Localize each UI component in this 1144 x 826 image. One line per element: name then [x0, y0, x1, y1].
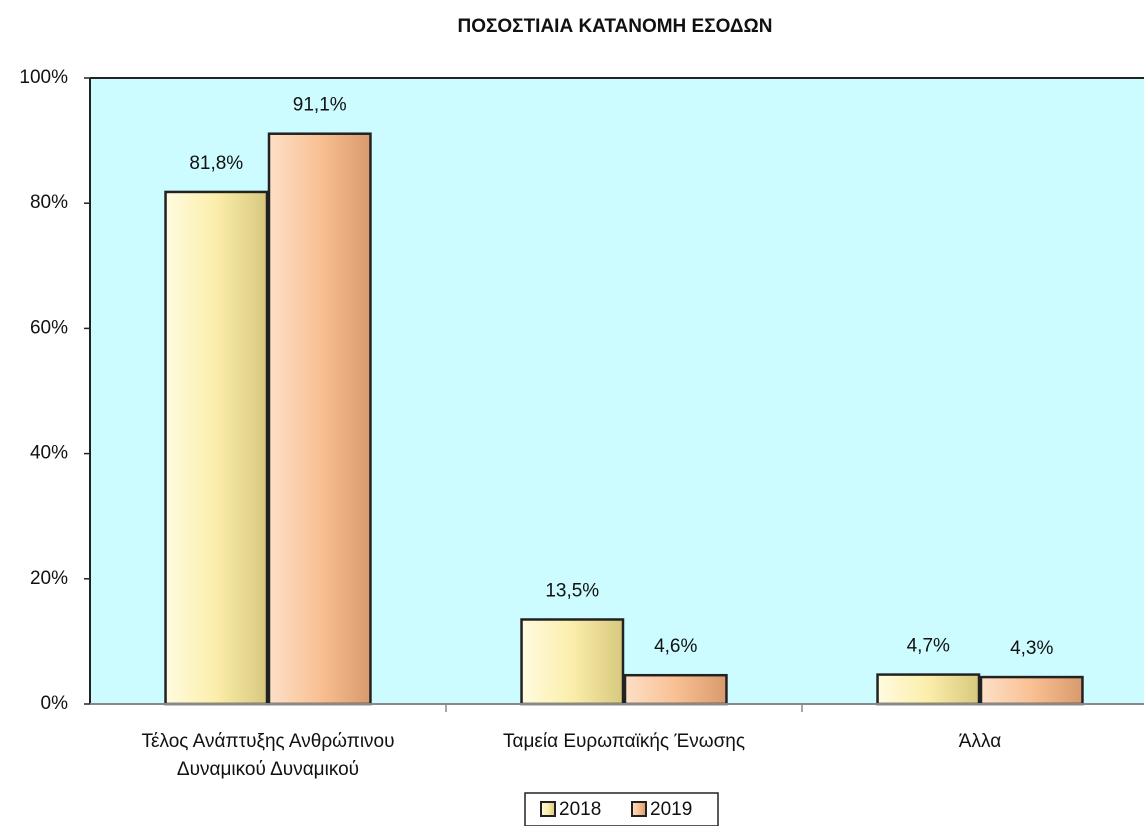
data-label: 4,7%: [907, 636, 950, 657]
bar: [623, 673, 728, 706]
bar: [164, 190, 269, 706]
bar: [979, 675, 1084, 706]
data-label: 13,5%: [545, 581, 599, 602]
y-tick-label: 20%: [30, 568, 68, 589]
bar: [520, 618, 625, 706]
data-label: 91,1%: [293, 95, 347, 116]
bar: [876, 673, 981, 706]
data-label: 4,6%: [654, 636, 697, 657]
data-label: 81,8%: [189, 153, 243, 174]
data-label: 4,3%: [1010, 638, 1053, 659]
legend-swatch: [540, 801, 556, 817]
y-tick-label: 60%: [30, 317, 68, 338]
x-tick-label: Ταμεία Ευρωπαϊκής Ένωσης: [502, 731, 746, 752]
x-tick-label: Άλλα: [958, 731, 1002, 752]
y-tick-label: 0%: [41, 693, 69, 714]
legend-label: 2019: [650, 799, 692, 820]
legend-swatch: [631, 801, 647, 817]
chart-title: ΠΟΣΟΣΤΙΑΙΑ ΚΑΤΑΝΟΜΗ ΕΣΟΔΩΝ: [457, 16, 772, 37]
y-tick-label: 100%: [19, 67, 68, 88]
x-tick-label: Τέλος Ανάπτυξης Ανθρώπινου Δυναμικού Δυν…: [141, 731, 395, 780]
bar: [267, 132, 372, 706]
y-tick-label: 80%: [30, 192, 68, 213]
legend-box: [524, 792, 719, 826]
legend-label: 2018: [559, 799, 601, 820]
y-tick-label: 40%: [30, 443, 68, 464]
